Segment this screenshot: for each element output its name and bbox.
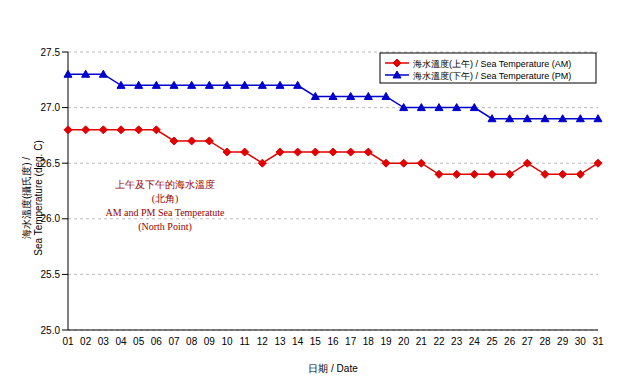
svg-text:09: 09 [204,336,216,347]
svg-text:(北角): (北角) [152,193,179,205]
svg-text:15: 15 [310,336,322,347]
svg-text:04: 04 [115,336,127,347]
svg-text:16: 16 [327,336,339,347]
svg-text:17: 17 [345,336,357,347]
svg-text:25.5: 25.5 [41,269,61,280]
svg-text:12: 12 [257,336,269,347]
svg-text:海水溫度(攝氏度) /: 海水溫度(攝氏度) / [21,157,32,239]
svg-text:01: 01 [62,336,74,347]
svg-text:28: 28 [539,336,551,347]
svg-text:26: 26 [504,336,516,347]
svg-text:AM and PM Sea Temperatute: AM and PM Sea Temperatute [105,207,225,218]
svg-text:27.5: 27.5 [41,47,61,58]
svg-text:29: 29 [557,336,569,347]
svg-text:14: 14 [292,336,304,347]
svg-text:上午及下午的海水溫度: 上午及下午的海水溫度 [115,179,215,190]
svg-text:31: 31 [592,336,604,347]
svg-text:08: 08 [186,336,198,347]
svg-text:05: 05 [133,336,145,347]
svg-text:22: 22 [433,336,445,347]
svg-text:26.5: 26.5 [41,158,61,169]
svg-text:10: 10 [221,336,233,347]
svg-text:07: 07 [168,336,180,347]
svg-text:11: 11 [239,336,250,347]
svg-text:06: 06 [151,336,163,347]
svg-text:21: 21 [416,336,428,347]
svg-text:30: 30 [575,336,587,347]
svg-text:02: 02 [80,336,92,347]
svg-text:26.0: 26.0 [41,213,61,224]
svg-text:19: 19 [380,336,392,347]
svg-text:海水溫度(上午) / Sea Temperature (AM: 海水溫度(上午) / Sea Temperature (AM) [413,59,571,69]
svg-text:(North Point): (North Point) [138,221,192,233]
svg-text:20: 20 [398,336,410,347]
svg-text:25.0: 25.0 [41,325,61,336]
svg-text:27: 27 [522,336,534,347]
svg-text:18: 18 [363,336,375,347]
svg-text:24: 24 [469,336,481,347]
svg-text:25: 25 [486,336,498,347]
svg-text:Sea Temperature (deg. C): Sea Temperature (deg. C) [33,140,44,255]
svg-text:日期 / Date: 日期 / Date [308,363,358,374]
svg-text:03: 03 [98,336,110,347]
svg-text:23: 23 [451,336,463,347]
svg-text:海水溫度(下午) / Sea Temperature (PM: 海水溫度(下午) / Sea Temperature (PM) [413,71,571,81]
svg-text:13: 13 [274,336,286,347]
svg-text:27.0: 27.0 [41,102,61,113]
